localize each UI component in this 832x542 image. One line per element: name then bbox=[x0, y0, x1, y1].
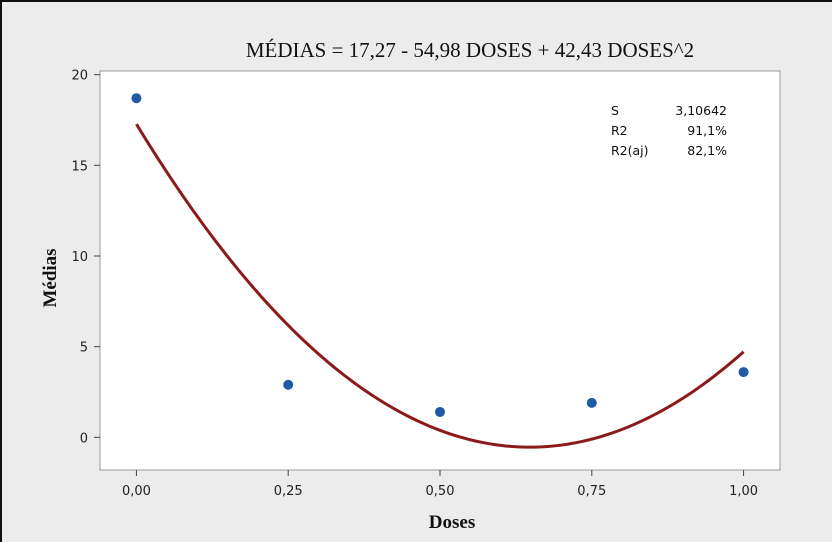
data-point bbox=[283, 379, 294, 390]
x-tick-label: 0,50 bbox=[426, 484, 455, 499]
stat-value-s: 3,10642 bbox=[675, 103, 727, 118]
y-tick-label: 15 bbox=[71, 159, 88, 174]
data-point bbox=[435, 406, 445, 417]
data-point bbox=[131, 93, 142, 104]
stat-label-s: S bbox=[611, 103, 619, 118]
stats-box: S 3,10642 R2 91,1% R2(aj) 82,1% bbox=[611, 103, 727, 158]
data-point bbox=[738, 367, 749, 378]
stat-label-r2: R2 bbox=[611, 123, 628, 138]
stat-value-r2: 91,1% bbox=[687, 123, 727, 138]
x-tick-label: 1,00 bbox=[729, 484, 758, 499]
x-axis-label: Doses bbox=[429, 512, 475, 533]
x-tick-label: 0,75 bbox=[577, 484, 606, 499]
axis-ticks: 0,00 0,25 0,50 0,75 1,00 0 5 10 15 20 bbox=[71, 69, 758, 499]
stat-label-r2-adj: R2(aj) bbox=[611, 143, 649, 158]
data-points bbox=[131, 93, 749, 417]
x-tick-label: 0,00 bbox=[122, 484, 151, 499]
data-point bbox=[586, 397, 597, 408]
chart-title: MÉDIAS = 17,27 - 54,98 DOSES + 42,43 DOS… bbox=[246, 38, 694, 62]
y-tick-label: 0 bbox=[80, 431, 88, 446]
y-axis-label: Médias bbox=[40, 248, 61, 307]
plot-area bbox=[100, 71, 780, 470]
y-tick-label: 20 bbox=[71, 69, 88, 84]
y-tick-label: 10 bbox=[71, 250, 88, 265]
y-tick-label: 5 bbox=[80, 341, 88, 356]
x-tick-label: 0,25 bbox=[274, 484, 303, 499]
stat-value-r2-adj: 82,1% bbox=[687, 143, 727, 158]
fit-curve bbox=[135, 123, 745, 449]
